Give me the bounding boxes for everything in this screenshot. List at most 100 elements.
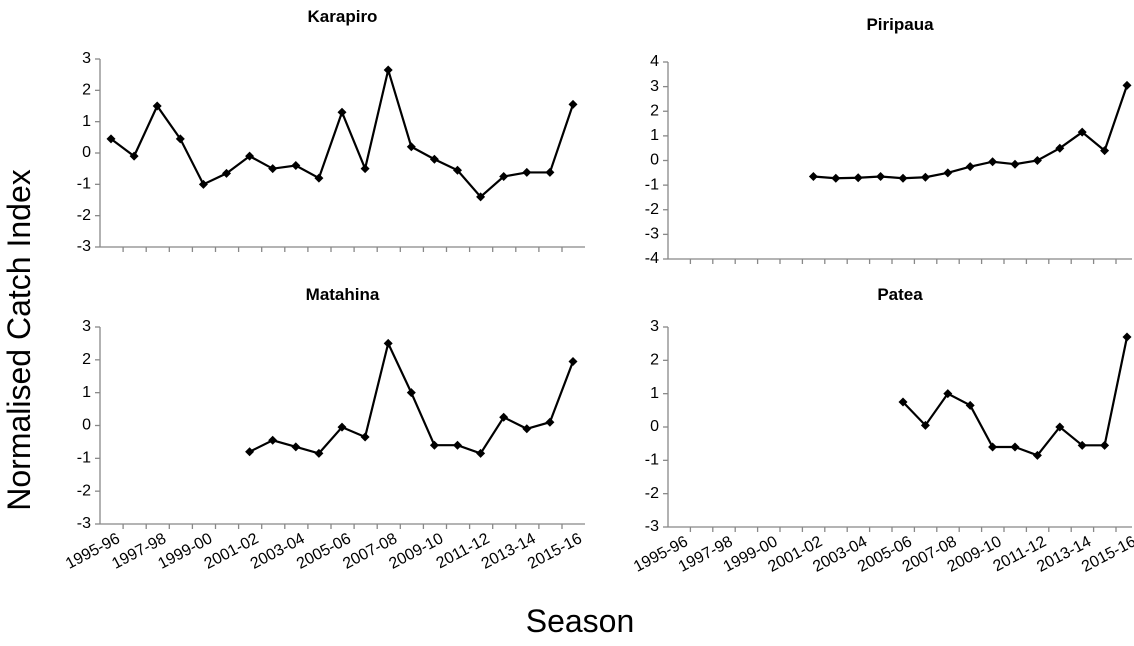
y-tick-label: -2 bbox=[645, 485, 659, 502]
panel-title: Karapiro bbox=[308, 7, 378, 26]
y-tick-label: 0 bbox=[650, 418, 659, 435]
y-tick-label: -2 bbox=[645, 201, 659, 218]
y-tick-label: 0 bbox=[650, 152, 659, 169]
data-point bbox=[337, 107, 347, 117]
y-tick-label: -2 bbox=[77, 207, 91, 224]
data-point bbox=[453, 165, 462, 175]
panel-title: Piripaua bbox=[866, 15, 934, 34]
y-tick-label: 2 bbox=[82, 82, 91, 99]
data-point bbox=[965, 162, 975, 172]
data-point bbox=[1032, 156, 1042, 165]
data-point bbox=[499, 412, 509, 422]
y-tick-label: 1 bbox=[650, 385, 659, 402]
data-point bbox=[268, 435, 278, 445]
panel-title: Matahina bbox=[306, 285, 380, 304]
y-tick-label: 3 bbox=[82, 50, 91, 67]
data-point bbox=[1032, 450, 1042, 460]
y-tick-label: 0 bbox=[82, 144, 91, 161]
data-point bbox=[568, 99, 578, 109]
data-point bbox=[1122, 332, 1132, 342]
data-point bbox=[106, 134, 116, 144]
data-point bbox=[853, 173, 863, 183]
data-point bbox=[198, 179, 208, 189]
data-point bbox=[476, 192, 486, 202]
x-axis-label: Season bbox=[526, 603, 635, 639]
data-point bbox=[1077, 127, 1087, 137]
panel-title: Patea bbox=[877, 285, 923, 304]
data-point bbox=[129, 151, 139, 161]
y-tick-label: 1 bbox=[650, 127, 659, 144]
y-tick-label: -1 bbox=[77, 450, 91, 467]
data-point bbox=[499, 172, 509, 181]
y-tick-label: -3 bbox=[645, 518, 659, 535]
data-point bbox=[429, 154, 439, 164]
data-point bbox=[522, 424, 532, 434]
y-tick-label: 1 bbox=[82, 113, 91, 130]
y-tick-label: -2 bbox=[77, 482, 91, 499]
data-point bbox=[965, 400, 975, 410]
y-tick-label: 0 bbox=[82, 417, 91, 434]
data-point bbox=[1122, 80, 1132, 90]
data-point bbox=[522, 167, 532, 177]
data-point bbox=[1010, 442, 1020, 452]
data-point bbox=[314, 448, 324, 458]
y-tick-label: 2 bbox=[650, 352, 659, 369]
data-point bbox=[545, 167, 555, 177]
data-line bbox=[249, 340, 575, 455]
data-point bbox=[920, 420, 930, 430]
data-point bbox=[943, 389, 953, 399]
y-tick-label: 2 bbox=[650, 102, 659, 119]
y-tick-label: 3 bbox=[650, 78, 659, 95]
data-point bbox=[1055, 143, 1065, 153]
y-axis-label: Normalised Catch Index bbox=[1, 169, 37, 510]
data-point bbox=[406, 142, 416, 152]
data-point bbox=[337, 422, 347, 432]
data-point bbox=[545, 417, 555, 427]
data-point bbox=[1100, 146, 1110, 156]
data-point bbox=[245, 151, 255, 161]
data-point bbox=[383, 338, 393, 348]
y-tick-label: -3 bbox=[645, 226, 659, 243]
data-point bbox=[876, 172, 886, 182]
data-point bbox=[1010, 159, 1020, 169]
data-point bbox=[406, 388, 416, 398]
data-point bbox=[1100, 440, 1110, 450]
data-point bbox=[152, 101, 162, 111]
data-point bbox=[291, 161, 301, 171]
data-point bbox=[383, 65, 393, 75]
data-point bbox=[291, 442, 301, 452]
y-tick-label: -3 bbox=[77, 515, 91, 532]
data-point bbox=[1055, 422, 1065, 432]
data-point bbox=[360, 164, 370, 174]
y-tick-label: -1 bbox=[645, 452, 659, 469]
data-point bbox=[898, 397, 908, 407]
data-point bbox=[808, 172, 818, 182]
y-tick-label: -1 bbox=[645, 176, 659, 193]
data-point bbox=[268, 164, 278, 174]
y-tick-label: 3 bbox=[650, 318, 659, 335]
y-tick-label: 1 bbox=[82, 384, 91, 401]
data-point bbox=[314, 173, 324, 183]
data-point bbox=[920, 172, 930, 182]
data-point bbox=[568, 356, 578, 366]
y-tick-label: 4 bbox=[650, 53, 659, 70]
data-point bbox=[988, 157, 998, 167]
y-tick-label: 3 bbox=[82, 318, 91, 335]
y-tick-label: 2 bbox=[82, 351, 91, 368]
data-point bbox=[988, 442, 998, 452]
data-point bbox=[898, 173, 908, 183]
y-tick-label: -3 bbox=[77, 238, 91, 255]
data-point bbox=[222, 168, 231, 178]
y-tick-label: -4 bbox=[645, 250, 659, 267]
data-point bbox=[831, 173, 841, 183]
data-point bbox=[476, 448, 486, 458]
data-point bbox=[1077, 440, 1087, 450]
data-line bbox=[902, 336, 1129, 457]
data-point bbox=[245, 447, 255, 457]
y-tick-label: -1 bbox=[77, 176, 91, 193]
data-point bbox=[360, 432, 370, 442]
data-point bbox=[453, 440, 462, 450]
data-point bbox=[175, 134, 185, 144]
data-point bbox=[429, 440, 439, 450]
